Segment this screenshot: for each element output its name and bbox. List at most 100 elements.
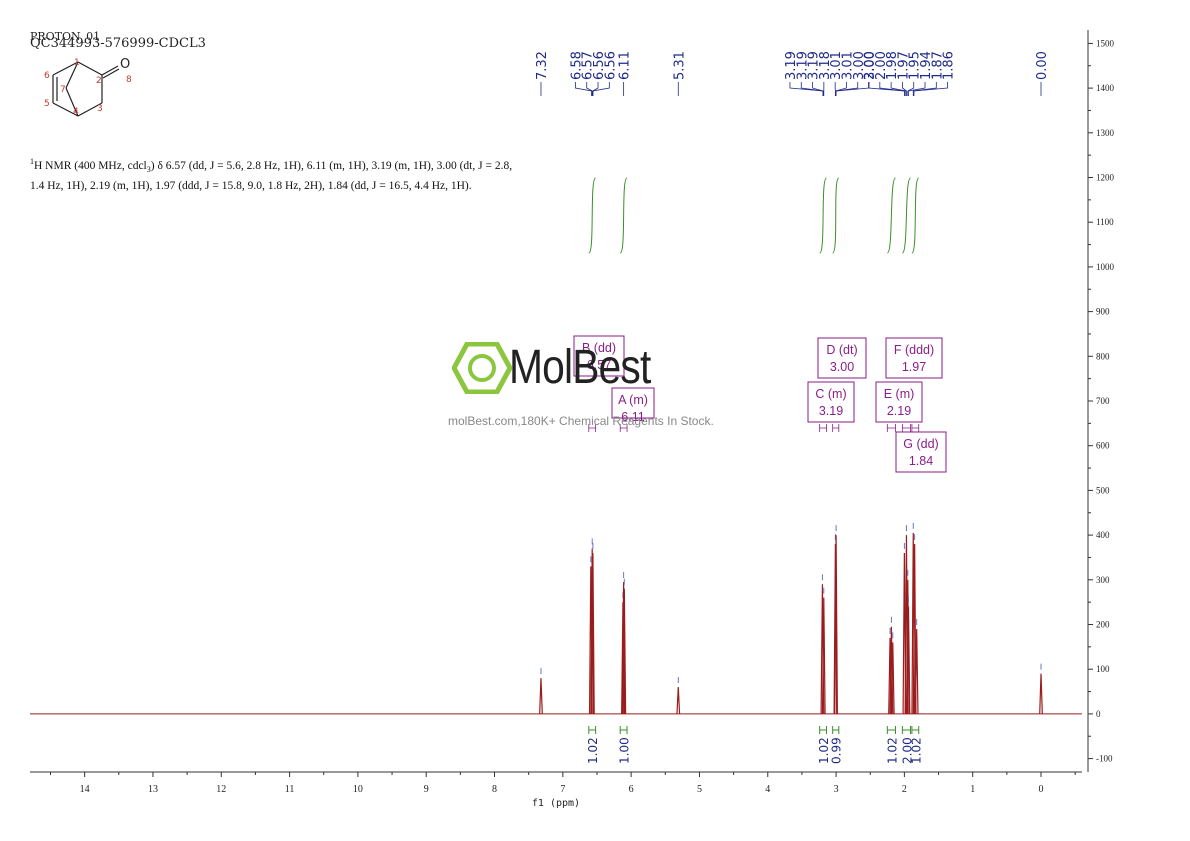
multiplet-shift: 1.97 [902, 360, 926, 374]
nucleus-mass: 1 [30, 157, 34, 166]
integral-value: 1.02 [586, 737, 600, 764]
multiplet-box [895, 431, 947, 473]
y-tick-label: 1500 [1096, 38, 1115, 48]
integral-bracket [619, 726, 628, 734]
spectrum-peak [539, 678, 543, 714]
peak-label: 3.01 [840, 51, 855, 80]
peak-label: 1.97 [896, 51, 911, 80]
spectrum-peak [676, 687, 681, 714]
multiplet-box [573, 335, 625, 377]
spectrum-peak [590, 548, 595, 714]
spectrum-peak [590, 552, 595, 714]
integral-bracket [901, 726, 912, 734]
multiplet-range [588, 424, 597, 432]
atom-label-3: 3 [97, 104, 103, 114]
integral-curve [911, 177, 920, 254]
spectrum-peak [912, 544, 917, 714]
x-tick-label: 4 [765, 784, 770, 795]
integral-value: 1.02 [817, 737, 831, 764]
peak-label: 3.00 [863, 51, 878, 80]
spectrum-peak [914, 628, 919, 714]
x-tick-label: 12 [216, 784, 226, 795]
y-tick-label: 1000 [1096, 262, 1115, 272]
peak-label-leader [835, 82, 870, 96]
sample-id: QC344993-576999-CDCL3 [30, 36, 206, 51]
integral-bracket [911, 726, 920, 734]
integral-value: 1.00 [618, 737, 632, 764]
x-tick-label: 0 [1039, 784, 1044, 795]
x-tick-label: 14 [80, 784, 90, 795]
atom-label-1: 1 [74, 58, 80, 68]
y-tick-label: 0 [1096, 709, 1101, 719]
integral-curve [901, 177, 912, 254]
y-tick-label: 1200 [1096, 173, 1115, 183]
integral-curve [819, 177, 827, 254]
multiplet-type: C (m) [815, 387, 846, 401]
spectrum-peak [890, 642, 895, 714]
watermark-brand: MolBest [509, 341, 651, 394]
y-tick-label: 800 [1096, 351, 1110, 361]
peak-label: 0.00 [1035, 51, 1050, 80]
y-tick-label: 500 [1096, 485, 1110, 495]
solvent-subscript: 3 [146, 165, 151, 175]
x-tick-label: 3 [834, 784, 839, 795]
multiplet-type: F (ddd) [894, 343, 934, 357]
peak-label-leader [575, 82, 592, 96]
y-tick-label: 900 [1096, 307, 1110, 317]
peak-label: 6.58 [569, 51, 584, 80]
peak-label: 1.94 [919, 51, 934, 80]
peak-label-leader [890, 82, 907, 96]
atom-label-8: 8 [126, 75, 132, 85]
integral-curve [619, 177, 628, 254]
peak-label: 7.32 [535, 51, 550, 80]
x-tick-label: 5 [697, 784, 702, 795]
atom-label-5: 5 [44, 99, 50, 109]
peak-label: 3.19 [784, 51, 799, 80]
peak-label: 6.56 [592, 51, 607, 80]
multiplet-type: G (dd) [903, 437, 938, 451]
peak-label: 1.98 [885, 51, 900, 80]
atom-label-7: 7 [60, 85, 66, 95]
integral-value: 0.99 [830, 737, 844, 764]
multiplet-range [619, 424, 628, 432]
peak-label-leader [902, 82, 907, 96]
integral-bracket [588, 726, 597, 734]
multiplet-range [911, 424, 920, 432]
peak-label: 3.00 [852, 51, 867, 80]
peak-label: 6.11 [618, 51, 633, 80]
y-tick-label: 1400 [1096, 83, 1115, 93]
peak-label: 3.01 [829, 51, 844, 80]
y-tick-label: 100 [1096, 664, 1110, 674]
y-tick-label: 700 [1096, 396, 1110, 406]
peak-label: 2.00 [874, 51, 889, 80]
integral-bracket [886, 726, 897, 734]
multiplet-type: E (m) [884, 387, 915, 401]
x-tick-label: 11 [285, 784, 295, 795]
integral-bracket [832, 726, 840, 734]
integral-curve [886, 177, 896, 254]
y-tick-label: -100 [1096, 754, 1113, 764]
peak-label: 2.00 [863, 51, 878, 80]
multiplet-range [832, 424, 840, 432]
x-tick-label: 9 [424, 784, 429, 795]
y-tick-label: 1300 [1096, 128, 1115, 138]
peak-label: 3.18 [818, 51, 833, 80]
spectrum-peak [621, 582, 626, 714]
peak-label: 6.56 [603, 51, 618, 80]
multiplet-box [817, 337, 867, 379]
spectrum-peak [906, 606, 911, 714]
spectrum-peak [821, 597, 826, 714]
molecule-structure: 1 2 3 4 5 6 7 8 O [44, 57, 132, 117]
multiplet-shift: 3.00 [830, 360, 854, 374]
x-tick-label: 7 [560, 784, 565, 795]
experiment-name: PROTON_01 [30, 30, 101, 43]
peak-label-leader [908, 82, 926, 96]
multiplet-box [875, 381, 923, 423]
multiplet-box [611, 387, 655, 419]
peak-label-leader [879, 82, 905, 96]
spectrum-peak [834, 535, 838, 714]
desc-line1: ) δ 6.57 (dd, J = 5.6, 2.8 Hz, 1H), 6.11… [150, 159, 513, 172]
spectrum-peak [833, 544, 838, 714]
atom-label-4: 4 [73, 107, 79, 117]
